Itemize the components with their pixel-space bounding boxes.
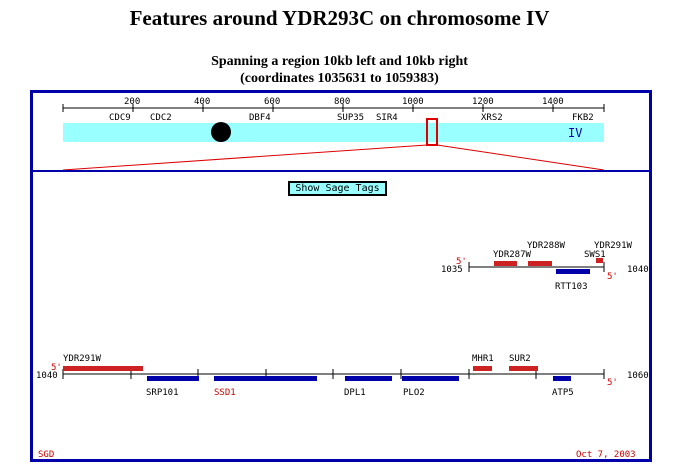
- five-prime-label: 5': [607, 378, 618, 388]
- gene-label[interactable]: RTT103: [555, 282, 588, 292]
- overview-gene-label[interactable]: XRS2: [481, 113, 503, 123]
- gene-feature-crick[interactable]: [402, 376, 459, 381]
- gene-label[interactable]: SWS1: [584, 250, 606, 260]
- tick-label: 1000: [402, 97, 424, 107]
- tick-label: 200: [124, 97, 140, 107]
- gene-feature-crick[interactable]: [345, 376, 392, 381]
- subtitle: Spanning a region 10kb left and 10kb rig…: [0, 53, 679, 87]
- centromere-icon: [211, 122, 231, 142]
- tick-label: 400: [194, 97, 210, 107]
- zoom-line-right: [436, 144, 605, 171]
- track-start-label: 1040: [36, 371, 58, 381]
- five-prime-label: 5': [456, 257, 467, 267]
- track-1035-1040: 1035 1040 5' 5' YDR287W YDR288W YDR291W …: [441, 241, 649, 292]
- gene-feature-crick[interactable]: [553, 376, 571, 381]
- tick-label: 1200: [472, 97, 494, 107]
- gene-label[interactable]: PLO2: [403, 388, 425, 398]
- chromosome-label: IV: [568, 126, 582, 140]
- overview-gene-label[interactable]: SUP35: [337, 113, 364, 123]
- overview-ruler: 200 400 600 800 1000 1200 1400: [62, 97, 605, 112]
- overview-gene-label[interactable]: CDC9: [109, 113, 131, 123]
- gene-label[interactable]: YDR291W: [594, 241, 633, 251]
- gene-feature-watson[interactable]: [63, 366, 143, 371]
- gene-label[interactable]: SUR2: [509, 354, 531, 364]
- gene-label[interactable]: YDR287W: [493, 250, 532, 260]
- track-end-label: 1040: [627, 265, 649, 275]
- overview-gene-label[interactable]: SIR4: [376, 113, 398, 123]
- gene-label[interactable]: ATP5: [552, 388, 574, 398]
- chromosome-bar[interactable]: [63, 123, 604, 142]
- gene-label-highlighted[interactable]: SSD1: [214, 388, 236, 398]
- tick-label: 800: [334, 97, 350, 107]
- track-end-label: 1060: [627, 371, 649, 381]
- gene-feature-watson[interactable]: [528, 261, 552, 266]
- tick-label: 600: [264, 97, 280, 107]
- overview-gene-label[interactable]: CDC2: [150, 113, 172, 123]
- track-1040-1060: 1040 1060 5' 5' YDR291W MHR1 SUR2 SRP101…: [36, 354, 649, 398]
- gene-feature-crick[interactable]: [214, 376, 317, 381]
- gene-label[interactable]: MHR1: [472, 354, 494, 364]
- map-frame: [30, 90, 652, 462]
- gene-feature-watson[interactable]: [509, 366, 538, 371]
- tick-label: 1400: [542, 97, 564, 107]
- gene-feature-crick[interactable]: [147, 376, 199, 381]
- overview-gene-label[interactable]: DBF4: [249, 113, 271, 123]
- gene-feature-watson[interactable]: [596, 258, 603, 263]
- gene-label[interactable]: SRP101: [146, 388, 179, 398]
- gene-label[interactable]: DPL1: [344, 388, 366, 398]
- gene-label[interactable]: YDR288W: [527, 241, 566, 251]
- show-sage-tags-button[interactable]: Show Sage Tags: [288, 181, 387, 196]
- footer-date: Oct 7, 2003: [576, 450, 636, 460]
- zoom-line-left: [62, 144, 428, 171]
- track-start-label: 1035: [441, 265, 463, 275]
- footer-sgd-label[interactable]: SGD: [38, 450, 54, 460]
- page-title: Features around YDR293C on chromosome IV: [129, 6, 550, 30]
- gene-feature-watson[interactable]: [473, 366, 492, 371]
- gene-label[interactable]: YDR291W: [63, 354, 102, 364]
- subtitle-line-2: (coordinates 1035631 to 1059383): [240, 71, 439, 86]
- subtitle-line-1: Spanning a region 10kb left and 10kb rig…: [211, 54, 468, 69]
- gene-feature-watson[interactable]: [494, 261, 517, 266]
- gene-feature-crick[interactable]: [556, 269, 590, 274]
- region-highlight-box[interactable]: [426, 118, 438, 146]
- overview-gene-label[interactable]: FKB2: [572, 113, 594, 123]
- five-prime-label: 5': [51, 363, 62, 373]
- five-prime-label: 5': [607, 272, 618, 282]
